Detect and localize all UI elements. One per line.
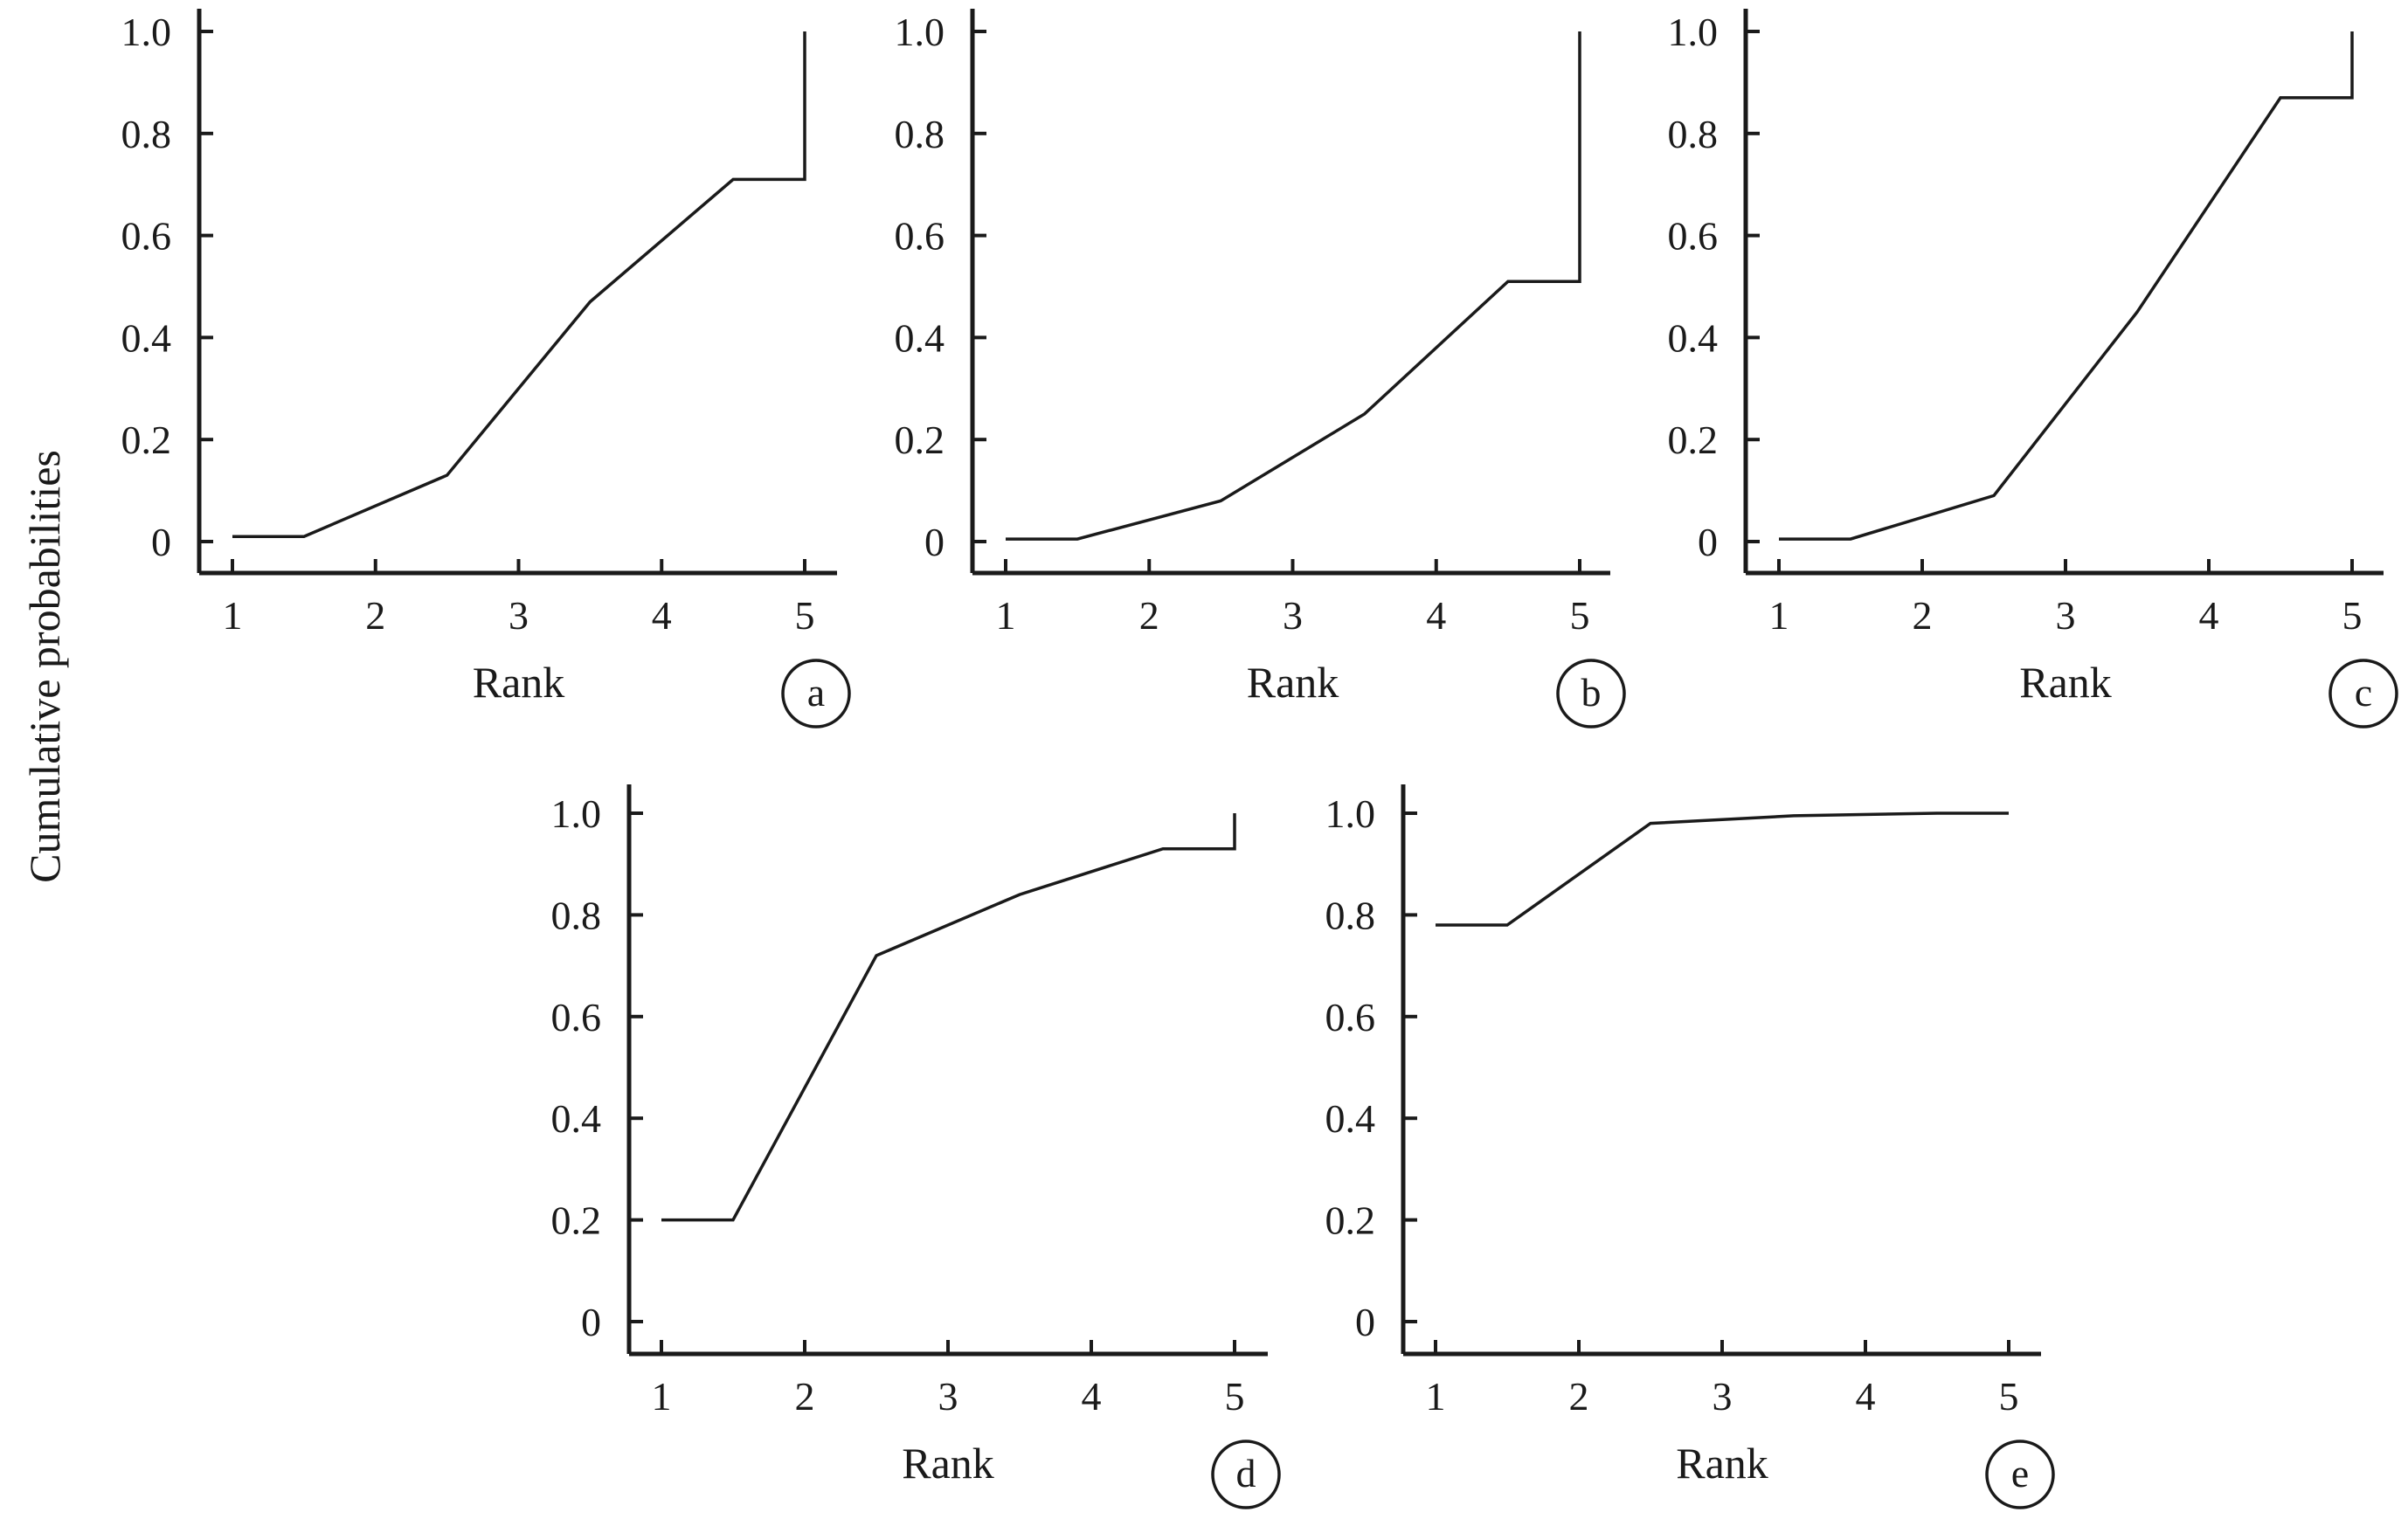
x-tick-label: 2	[1569, 1374, 1589, 1419]
chart-panel-b: 0 0.2 0.4 0.6 0.8 1.0 1 2 3 4 5 Rank b	[895, 9, 1626, 728]
x-tick-label: 1	[996, 593, 1016, 638]
chart-panel-a: 0 0.2 0.4 0.6 0.8 1.0 1 2 3 4 5 Rank a	[121, 9, 851, 728]
y-tick-label: 0.4	[121, 315, 172, 360]
y-tick-label: 0.2	[551, 1198, 602, 1243]
chart-panels: 0 0.2 0.4 0.6 0.8 1.0 1 2 3 4 5 Rank a 0 0.2 0.4 0.6 0.8 1…	[121, 9, 2398, 1509]
x-axis-title: Rank	[902, 1439, 994, 1488]
x-tick-label: 2	[1913, 593, 1933, 638]
x-tick-label: 3	[2056, 593, 2076, 638]
x-tick-label: 5	[1999, 1374, 2019, 1419]
y-tick-label: 1.0	[895, 10, 945, 54]
y-tick-label: 0.4	[1325, 1096, 1376, 1141]
shared-y-axis-title: Cumulative probabilities	[20, 450, 69, 883]
panel-label-badge: a	[781, 659, 851, 728]
panel-label-circle	[2328, 659, 2398, 728]
x-tick-label: 4	[1082, 1374, 1102, 1419]
x-tick-label: 4	[2199, 593, 2219, 638]
series-line	[232, 31, 806, 538]
x-tick-label: 1	[652, 1374, 672, 1419]
y-tick-label: 0.4	[895, 315, 945, 360]
panel-label-badge: d	[1211, 1440, 1281, 1509]
y-tick-label: 0	[581, 1300, 601, 1344]
panel-label-badge: e	[1985, 1440, 2055, 1509]
y-tick-label: 1.0	[1668, 10, 1719, 54]
y-tick-label: 0.8	[1668, 112, 1719, 156]
x-tick-label: 3	[938, 1374, 958, 1419]
chart-panel-e: 0 0.2 0.4 0.6 0.8 1.0 1 2 3 4 5 Rank e	[1325, 784, 2055, 1509]
panel-label-badge: b	[1556, 659, 1626, 728]
y-tick-label: 1.0	[121, 10, 172, 54]
chart-panel-c: 0 0.2 0.4 0.6 0.8 1.0 1 2 3 4 5 Rank c	[1668, 9, 2398, 728]
y-tick-label: 1.0	[1325, 791, 1376, 836]
series-line	[1779, 31, 2354, 541]
y-tick-label: 0	[924, 520, 945, 564]
x-axis-title: Rank	[1676, 1439, 1768, 1488]
x-tick-label: 2	[365, 593, 385, 638]
series-line	[661, 813, 1236, 1222]
y-tick-label: 0.4	[1668, 315, 1719, 360]
x-tick-label: 4	[1856, 1374, 1876, 1419]
y-tick-label: 0.4	[551, 1096, 602, 1141]
y-tick-label: 0.8	[895, 112, 945, 156]
panel-label-badge: c	[2328, 659, 2398, 728]
series-line	[1006, 31, 1581, 541]
y-tick-label: 0.2	[1668, 418, 1719, 462]
x-axis-title: Rank	[473, 658, 565, 707]
x-tick-label: 1	[1426, 1374, 1446, 1419]
x-tick-label: 2	[1139, 593, 1159, 638]
x-tick-label: 5	[2342, 593, 2363, 638]
x-tick-label: 3	[1713, 1374, 1733, 1419]
x-tick-label: 2	[795, 1374, 815, 1419]
x-tick-label: 4	[652, 593, 672, 638]
y-tick-label: 0.6	[1668, 214, 1719, 259]
y-tick-label: 0.6	[551, 995, 602, 1039]
panel-label: d	[1236, 1451, 1256, 1495]
y-tick-label: 0.6	[895, 214, 945, 259]
y-tick-label: 0.2	[895, 418, 945, 462]
y-tick-label: 0.6	[121, 214, 172, 259]
y-tick-label: 0.6	[1325, 995, 1376, 1039]
x-tick-label: 5	[795, 593, 815, 638]
panel-label: e	[2011, 1451, 2029, 1495]
x-tick-label: 1	[223, 593, 243, 638]
x-axis-title: Rank	[2019, 658, 2112, 707]
panel-label: c	[2355, 670, 2372, 715]
panel-label-circle	[781, 659, 851, 728]
x-axis-title: Rank	[1247, 658, 1339, 707]
y-tick-label: 1.0	[551, 791, 602, 836]
y-tick-label: 0	[1698, 520, 1718, 564]
x-tick-label: 3	[1283, 593, 1303, 638]
panel-label: b	[1581, 670, 1602, 715]
x-tick-label: 5	[1225, 1374, 1245, 1419]
x-tick-label: 4	[1426, 593, 1446, 638]
chart-panel-d: 0 0.2 0.4 0.6 0.8 1.0 1 2 3 4 5 Rank d	[551, 784, 1281, 1509]
x-tick-label: 3	[509, 593, 529, 638]
panel-label-circle	[1556, 659, 1626, 728]
panel-label-circle	[1211, 1440, 1281, 1509]
panel-label-circle	[1985, 1440, 2055, 1509]
panel-label: a	[807, 670, 825, 715]
y-tick-label: 0.8	[1325, 893, 1376, 937]
y-tick-label: 0	[151, 520, 171, 564]
y-tick-label: 0.2	[1325, 1198, 1376, 1243]
y-tick-label: 0.8	[121, 112, 172, 156]
x-tick-label: 1	[1769, 593, 1789, 638]
y-tick-label: 0.8	[551, 893, 602, 937]
y-tick-label: 0.2	[121, 418, 172, 462]
x-tick-label: 5	[1570, 593, 1590, 638]
series-line	[1436, 811, 2009, 927]
y-tick-label: 0	[1355, 1300, 1375, 1344]
